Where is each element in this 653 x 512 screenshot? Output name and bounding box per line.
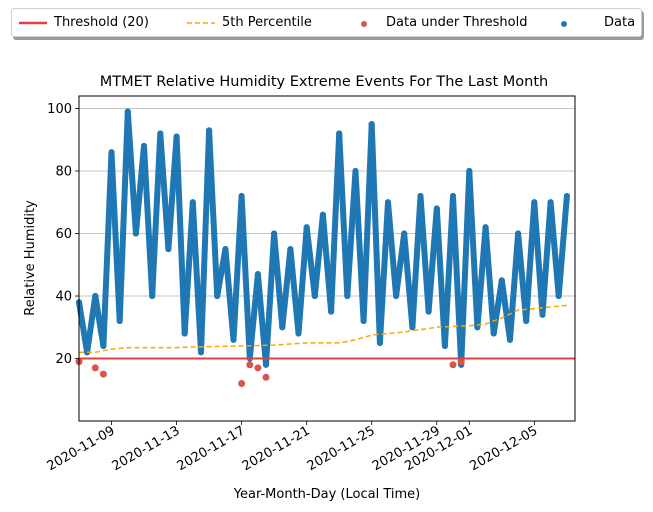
under-threshold-point xyxy=(457,358,465,366)
under-threshold-point xyxy=(254,364,262,372)
legend: Threshold (20) 5th Percentile Data under… xyxy=(11,8,642,37)
data-series-points xyxy=(76,108,570,368)
x-axis-ticks: 2020-11-092020-11-132020-11-172020-11-21… xyxy=(45,421,540,474)
data-dot-icon xyxy=(561,21,567,27)
y-tick-label: 40 xyxy=(55,290,72,305)
threshold-line-icon xyxy=(19,21,47,25)
y-tick-label: 100 xyxy=(47,102,72,117)
data-trace-segment xyxy=(555,193,570,299)
y-tick-label: 80 xyxy=(55,165,72,180)
under-threshold-point xyxy=(91,364,99,372)
under-threshold-point xyxy=(449,361,457,369)
x-axis-label: Year-Month-Day (Local Time) xyxy=(233,487,420,502)
y-axis-label: Relative Humidity xyxy=(23,200,38,316)
legend-label-percentile: 5th Percentile xyxy=(222,15,312,30)
data-trace-segment xyxy=(336,130,351,299)
data-trace-segment xyxy=(124,108,139,237)
data-trace-segment xyxy=(368,121,383,346)
under-threshold-point xyxy=(99,370,107,378)
data-trace-segment xyxy=(376,199,391,346)
under-threshold-point xyxy=(262,373,270,381)
x-tick-label: 2020-11-09 xyxy=(45,423,118,474)
percentile-dashed-line-icon xyxy=(187,22,215,24)
data-trace-segment xyxy=(149,130,164,299)
legend-label-data: Data xyxy=(604,15,636,30)
chart-title: MTMET Relative Humidity Extreme Events F… xyxy=(100,74,548,90)
y-tick-label: 60 xyxy=(55,227,72,242)
data-trace-segment xyxy=(482,224,497,337)
data-trace-segment xyxy=(198,127,213,356)
x-tick-label: 2020-11-25 xyxy=(305,423,378,474)
reference-lines xyxy=(79,304,575,360)
under-threshold-points xyxy=(75,358,465,387)
plot-frame xyxy=(78,95,576,422)
legend-label-under-threshold: Data under Threshold xyxy=(386,15,528,30)
data-trace-segment xyxy=(385,199,400,299)
data-trace-segment xyxy=(466,168,481,331)
under-threshold-point xyxy=(238,380,246,387)
x-tick-label: 2020-11-13 xyxy=(110,423,183,474)
legend-label-threshold: Threshold (20) xyxy=(54,15,149,30)
percentile-line xyxy=(79,304,567,354)
under-threshold-dot-icon xyxy=(361,21,367,27)
data-trace-segment xyxy=(263,230,278,368)
data-trace-segment xyxy=(295,224,310,337)
data-trace-segment xyxy=(206,127,221,299)
data-trace-segment xyxy=(116,108,131,324)
data-trace-segment xyxy=(238,193,253,362)
y-axis-ticks: 20 40 60 80 100 xyxy=(47,102,79,367)
y-tick-label: 20 xyxy=(55,352,72,367)
x-tick-label: 2020-11-17 xyxy=(175,423,248,474)
x-tick-label: 2020-11-21 xyxy=(240,423,313,474)
data-trace-segment xyxy=(173,133,188,337)
data-trace-segment xyxy=(458,168,473,368)
under-threshold-point xyxy=(246,361,254,369)
x-tick-label: 2020-12-05 xyxy=(467,423,540,474)
